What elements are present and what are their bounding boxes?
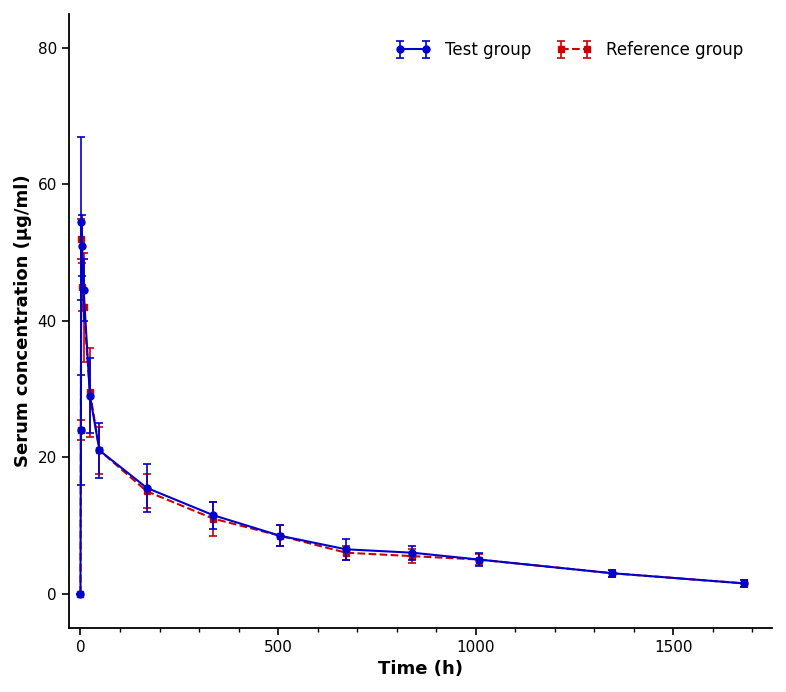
Legend: Test group, Reference group: Test group, Reference group (387, 35, 750, 66)
Y-axis label: Serum concentration (μg/ml): Serum concentration (μg/ml) (14, 174, 32, 467)
X-axis label: Time (h): Time (h) (378, 660, 463, 678)
